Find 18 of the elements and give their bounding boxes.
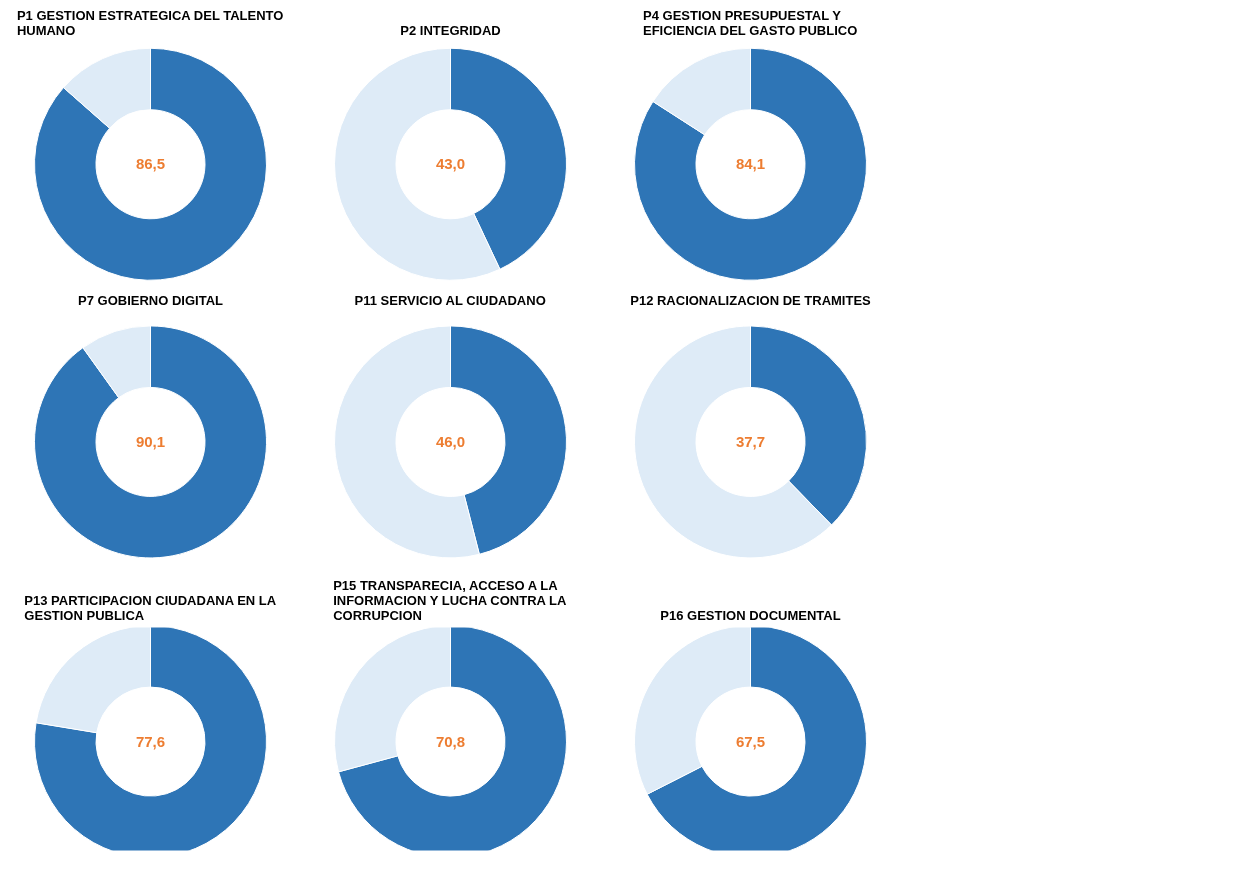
data-label: 70,8 [435,732,466,750]
chart-title: P7 GOBIERNO DIGITAL [78,292,224,308]
chart-title: P4 GESTION PRESUPUESTAL Y EFICIENCIA DEL GASTO PUBLICO [643,7,858,38]
chart-title: P15 TRANSPARECIA, ACCESO A LA INFORMACION Y LUCHA CONTRA LA CORRUPCION [333,577,568,623]
data-label: 67,5 [735,732,766,750]
data-label: 90,1 [135,432,166,450]
chart-title: P11 SERVICIO AL CIUDADANO [354,292,546,308]
data-label: 77,6 [135,732,166,750]
chart-title: P12 RACIONALIZACION DE TRAMITES [630,292,872,308]
data-label: 46,0 [435,432,466,450]
data-label: 37,7 [735,432,766,450]
data-label: 84,1 [735,155,766,173]
chart-title: P16 GESTION DOCUMENTAL [660,607,841,623]
chart-title: P13 PARTICIPACION CIUDADANA EN LA GESTION PUBLICA [24,592,277,623]
data-label: 43,0 [435,155,466,173]
data-label: 86,5 [135,155,166,173]
chart-title: P2 INTEGRIDAD [400,22,501,38]
chart-title: P1 GESTION ESTRATEGICA DEL TALENTO HUMANO [16,7,284,38]
